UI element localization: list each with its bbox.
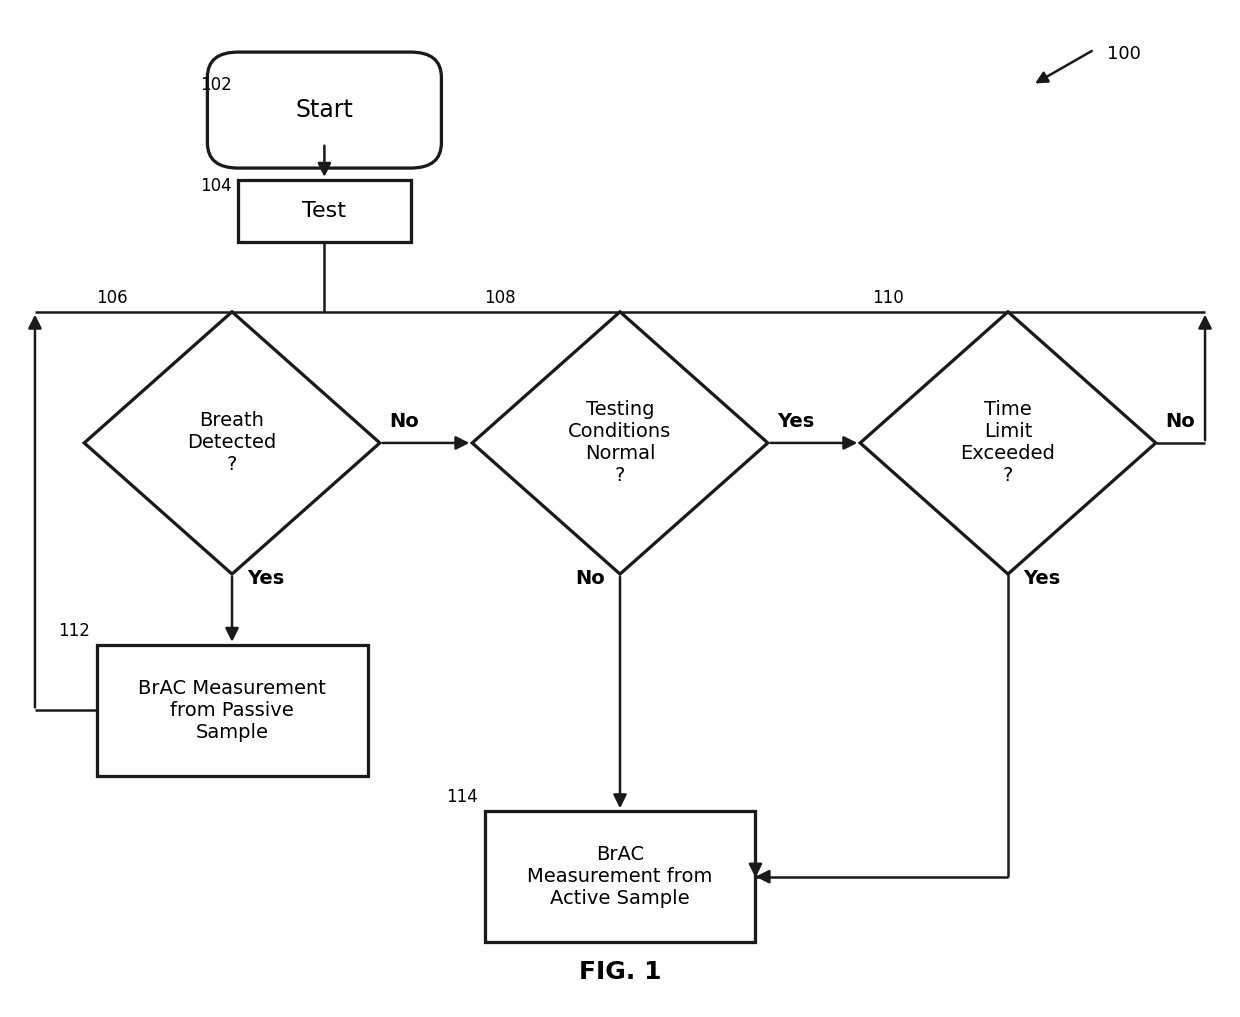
Text: Yes: Yes [1023,570,1060,588]
Text: 108: 108 [485,289,516,307]
Polygon shape [84,312,379,574]
Polygon shape [861,312,1156,574]
Text: 114: 114 [446,788,479,806]
Text: Breath
Detected
?: Breath Detected ? [187,412,277,475]
Text: No: No [575,570,605,588]
Text: FIG. 1: FIG. 1 [579,960,661,984]
FancyBboxPatch shape [485,812,755,942]
Text: Testing
Conditions
Normal
?: Testing Conditions Normal ? [568,401,672,485]
Text: Start: Start [295,98,353,122]
Text: BrAC Measurement
from Passive
Sample: BrAC Measurement from Passive Sample [138,678,326,741]
Text: 110: 110 [873,289,904,307]
FancyBboxPatch shape [238,180,410,242]
Text: BrAC
Measurement from
Active Sample: BrAC Measurement from Active Sample [527,845,713,908]
Text: Test: Test [303,201,346,221]
Text: No: No [389,412,419,431]
Text: No: No [1166,412,1195,431]
Text: 100: 100 [1106,45,1141,62]
Polygon shape [472,312,768,574]
Text: 112: 112 [58,621,91,640]
Text: 102: 102 [201,75,232,94]
Text: Yes: Yes [777,412,815,431]
Text: 106: 106 [97,289,128,307]
Text: Time
Limit
Exceeded
?: Time Limit Exceeded ? [961,401,1055,485]
Text: 104: 104 [201,177,232,195]
Text: Yes: Yes [247,570,284,588]
FancyBboxPatch shape [97,645,367,776]
FancyBboxPatch shape [207,52,441,168]
